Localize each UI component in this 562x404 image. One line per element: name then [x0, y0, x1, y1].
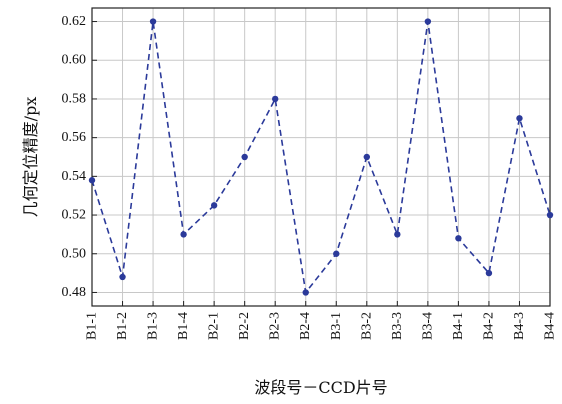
- series-points: [88, 18, 554, 296]
- data-point: [180, 231, 187, 238]
- x-tick-label: B4-2: [481, 312, 496, 340]
- y-tick-label: 0.48: [62, 285, 87, 300]
- data-point: [119, 273, 126, 281]
- data-point: [455, 235, 462, 242]
- x-axis-title: 波段号－CCD片号: [254, 378, 387, 397]
- x-tick-label: B1-1: [85, 312, 100, 340]
- x-tick-label: B2-4: [298, 312, 313, 340]
- x-tick-label: B3-4: [420, 312, 435, 340]
- plot-frame: [91, 7, 551, 307]
- x-tick-label: B1-2: [115, 312, 130, 340]
- x-tick-label: B3-1: [329, 312, 344, 340]
- x-tick-label: B1-3: [146, 312, 161, 340]
- grid: [91, 8, 551, 306]
- y-tick-label: 0.50: [62, 246, 87, 261]
- data-point: [424, 18, 432, 25]
- data-point: [516, 115, 523, 122]
- x-tick-label: B1-4: [176, 312, 191, 340]
- x-tick-label: B4-1: [451, 312, 466, 340]
- x-tick-label: B3-2: [359, 312, 374, 340]
- data-point: [546, 211, 554, 219]
- x-tick-label: B2-2: [237, 312, 252, 340]
- y-tick-label: 0.60: [62, 53, 87, 68]
- data-point: [241, 153, 248, 161]
- y-tick-label: 0.56: [62, 130, 87, 145]
- data-point: [394, 231, 401, 238]
- x-tick-label: B2-1: [207, 312, 222, 340]
- data-point: [485, 269, 493, 277]
- x-tick-label: B4-4: [543, 312, 558, 340]
- data-point: [302, 289, 309, 296]
- x-tick-label: B3-3: [390, 312, 405, 340]
- data-point: [272, 95, 279, 103]
- data-point: [149, 18, 157, 25]
- y-axis: 0.48 0.50 0.52 0.54 0.56 0.58 0.60 0.62: [62, 14, 97, 300]
- series-line: [91, 21, 551, 295]
- y-tick-label: 0.54: [62, 169, 87, 184]
- x-axis: B1-1 B1-2 B1-3 B1-4 B2-1 B2-2 B2-3 B2-4 B3-1 B3-2…: [85, 301, 558, 340]
- y-tick-label: 0.52: [62, 208, 87, 223]
- y-axis-title: 几何定位精度/px: [21, 97, 40, 218]
- x-tick-label: B4-3: [512, 312, 527, 340]
- data-point: [210, 202, 218, 209]
- y-tick-label: 0.62: [62, 14, 87, 29]
- data-point: [363, 153, 370, 161]
- y-tick-label: 0.58: [62, 91, 87, 106]
- x-tick-label: B2-3: [268, 312, 283, 340]
- data-point: [88, 177, 96, 184]
- data-point: [333, 250, 340, 257]
